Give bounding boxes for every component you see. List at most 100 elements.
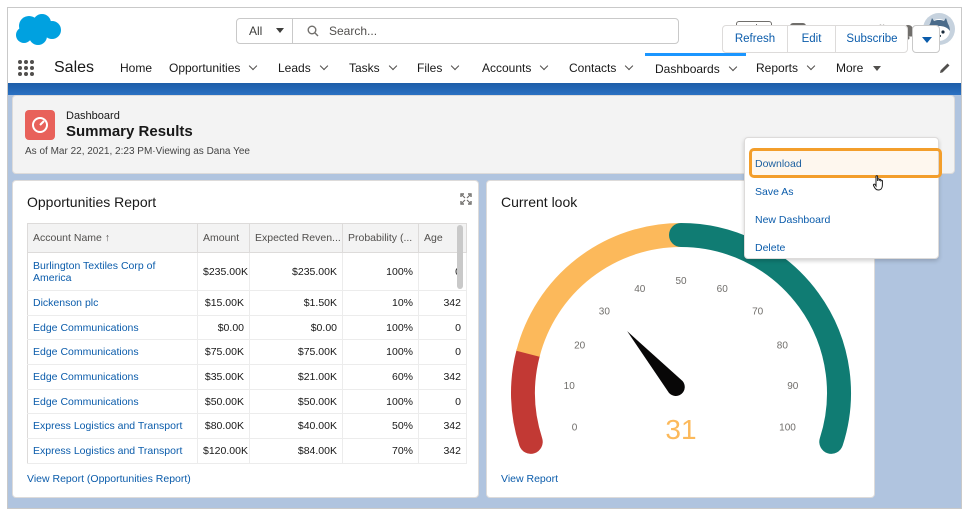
chevron-down-icon[interactable] <box>625 61 634 71</box>
gauge-tick-label: 10 <box>564 381 576 392</box>
edit-nav-pencil-icon[interactable] <box>939 62 951 74</box>
account-link[interactable]: Burlington Textiles Corp of America <box>27 252 198 291</box>
amount-cell: $235.00K <box>197 252 250 291</box>
chevron-down-icon[interactable] <box>728 62 737 72</box>
nav-item-home[interactable]: Home <box>120 61 153 75</box>
expected-revenue-cell: $235.00K <box>249 252 343 291</box>
dashboard-timestamp: As of Mar 22, 2021, 2:23 PM·Viewing as D… <box>25 146 250 157</box>
refresh-button[interactable]: Refresh <box>734 33 776 45</box>
menu-item-highlight <box>749 148 942 178</box>
age-cell: 0 <box>418 339 467 366</box>
app-launcher-icon[interactable] <box>18 60 34 76</box>
expected-revenue-cell: $21.00K <box>249 364 343 390</box>
nav-item-opportunities[interactable]: Opportunities <box>169 53 258 83</box>
gauge-tick-label: 20 <box>574 340 586 351</box>
chevron-down-icon[interactable] <box>249 61 258 71</box>
age-cell: 342 <box>418 413 467 440</box>
expand-icon[interactable] <box>460 193 472 205</box>
age-cell: 0 <box>418 315 467 341</box>
table-header-row: Account Name ↑ Amount Expected Reven... … <box>27 223 467 253</box>
column-header-expected-revenue[interactable]: Expected Reven... <box>249 223 343 253</box>
amount-cell: $75.00K <box>197 339 250 366</box>
edit-button[interactable]: Edit <box>787 26 835 52</box>
chevron-down-icon[interactable] <box>806 61 816 71</box>
age-cell: 342 <box>418 290 467 316</box>
account-link[interactable]: Dickenson plc <box>27 290 198 316</box>
gauge-band-0 <box>511 341 543 454</box>
report-title: Opportunities Report <box>27 194 157 210</box>
column-header-probability[interactable]: Probability (... <box>342 223 419 253</box>
table-row: Edge Communications $75.00K $75.00K 100%… <box>27 339 467 366</box>
nav-item-dashboards[interactable]: Dashboards <box>645 53 746 83</box>
view-report-link[interactable]: View Report <box>501 473 559 485</box>
table-row: Edge Communications $0.00 $0.00 100% 0 <box>27 315 467 341</box>
column-header-account-name[interactable]: Account Name ↑ <box>27 223 198 253</box>
menu-item-download[interactable]: Download <box>749 148 942 178</box>
expected-revenue-cell: $1.50K <box>249 290 343 316</box>
amount-cell: $80.00K <box>197 413 250 440</box>
account-link[interactable]: Edge Communications <box>27 339 198 366</box>
nav-item-reports[interactable]: Reports <box>756 53 816 83</box>
table-row: Burlington Textiles Corp of America $235… <box>27 252 467 291</box>
account-link[interactable]: Express Logistics and Transport <box>27 438 198 464</box>
chevron-down-icon[interactable] <box>451 61 460 71</box>
amount-cell: $120.00K <box>197 438 250 464</box>
app-window: All ★ ? <box>7 7 962 509</box>
app-navigation-bar: Sales Home Opportunities Leads Tasks Fil… <box>8 53 961 83</box>
gauge-tick-label: 40 <box>634 284 646 295</box>
account-link[interactable]: Edge Communications <box>27 389 198 415</box>
chevron-down-icon <box>276 28 284 33</box>
chevron-down-icon[interactable] <box>388 61 397 71</box>
probability-cell: 100% <box>342 315 419 341</box>
gauge-tick-label: 60 <box>717 284 729 295</box>
dashboard-actions-menu-button[interactable] <box>912 25 940 53</box>
search-input[interactable] <box>329 21 669 41</box>
search-scope-select[interactable]: All <box>237 19 293 43</box>
probability-cell: 100% <box>342 252 419 291</box>
menu-item-delete[interactable]: Delete <box>755 242 786 254</box>
gauge-tick-label: 50 <box>675 276 687 287</box>
probability-cell: 100% <box>342 339 419 366</box>
header-brand-stripe <box>8 83 961 95</box>
hand-cursor-icon <box>872 175 883 191</box>
gauge-needle <box>627 331 685 396</box>
search-scope-label: All <box>249 24 263 38</box>
expected-revenue-cell: $40.00K <box>249 413 343 440</box>
app-name: Sales <box>54 59 95 76</box>
expected-revenue-cell: $84.00K <box>249 438 343 464</box>
table-row: Edge Communications $35.00K $21.00K 60% … <box>27 364 467 390</box>
dashboard-button-group: Refresh Edit Subscribe <box>722 25 908 53</box>
column-header-amount[interactable]: Amount <box>197 223 250 253</box>
gauge-band-1 <box>516 223 682 357</box>
gauge-title: Current look <box>501 194 578 210</box>
gauge-tick-label: 80 <box>777 340 789 351</box>
chevron-down-icon[interactable] <box>540 61 549 71</box>
account-link[interactable]: Edge Communications <box>27 364 198 390</box>
caret-down-icon <box>922 37 932 43</box>
search-icon <box>307 25 319 37</box>
probability-cell: 50% <box>342 413 419 440</box>
account-link[interactable]: Express Logistics and Transport <box>27 413 198 440</box>
view-report-link[interactable]: View Report (Opportunities Report) <box>27 473 191 485</box>
nav-item-tasks[interactable]: Tasks <box>349 53 397 83</box>
table-row: Express Logistics and Transport $120.00K… <box>27 438 467 464</box>
nav-item-files[interactable]: Files <box>417 53 460 83</box>
dashboard-gauge-icon <box>25 110 55 140</box>
caret-down-icon <box>873 66 882 71</box>
subscribe-button[interactable]: Subscribe <box>835 26 908 52</box>
nav-item-leads[interactable]: Leads <box>278 53 328 83</box>
account-link[interactable]: Edge Communications <box>27 315 198 341</box>
nav-item-accounts[interactable]: Accounts <box>482 53 549 83</box>
amount-cell: $50.00K <box>197 389 250 415</box>
nav-item-contacts[interactable]: Contacts <box>569 53 634 83</box>
menu-item-new-dashboard[interactable]: New Dashboard <box>755 214 831 226</box>
chevron-down-icon[interactable] <box>319 61 328 71</box>
table-scrollbar[interactable] <box>457 225 463 289</box>
salesforce-cloud-icon[interactable] <box>12 12 62 48</box>
gauge-tick-label: 30 <box>599 306 611 317</box>
menu-item-save-as[interactable]: Save As <box>755 186 794 198</box>
probability-cell: 100% <box>342 389 419 415</box>
dashboard-type-label: Dashboard <box>66 110 120 122</box>
nav-item-more[interactable]: More <box>836 53 882 83</box>
amount-cell: $15.00K <box>197 290 250 316</box>
